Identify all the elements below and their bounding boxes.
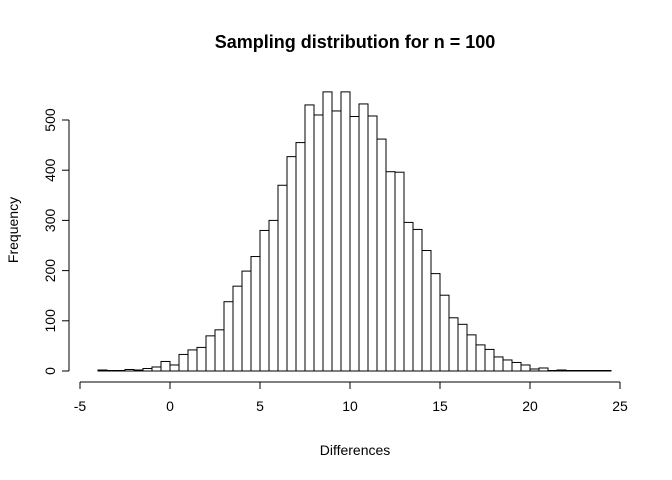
y-axis-label: Frequency	[5, 197, 21, 263]
histogram-bar	[556, 369, 567, 372]
y-tick-label: 100	[42, 309, 58, 333]
x-axis-label: Differences	[320, 442, 391, 458]
histogram-bar	[223, 301, 234, 372]
y-tick-label: 400	[42, 158, 58, 182]
histogram-bar	[133, 369, 144, 372]
histogram-bar	[376, 138, 387, 372]
histogram-bar	[115, 370, 126, 372]
histogram-bar	[178, 353, 189, 372]
histogram-bar	[412, 228, 423, 372]
y-tick-label: 500	[42, 108, 58, 132]
histogram-bar	[547, 370, 558, 372]
histogram-bar	[394, 171, 405, 372]
histogram-bar	[466, 334, 477, 372]
histogram-bar	[385, 171, 396, 372]
histogram-bar	[259, 229, 270, 372]
histogram-bar	[232, 285, 243, 372]
histogram-bar	[493, 356, 504, 372]
histogram-bar	[439, 294, 450, 372]
y-tick-label: 300	[42, 209, 58, 233]
histogram-bar	[160, 360, 171, 372]
histogram-bar	[295, 142, 306, 372]
histogram-bar	[367, 115, 378, 372]
histogram-bar	[286, 156, 297, 372]
histogram-bar	[421, 250, 432, 372]
histogram-bar	[169, 364, 180, 372]
histogram-bar	[511, 361, 522, 372]
histogram-bar	[142, 367, 153, 372]
histogram-bar	[196, 346, 207, 372]
histogram-bar	[457, 323, 468, 372]
histogram-bar	[250, 256, 261, 372]
histogram-bar	[475, 344, 486, 372]
histogram-bar	[124, 368, 135, 372]
histogram-bar	[349, 115, 360, 372]
chart-title: Sampling distribution for n = 100	[215, 32, 496, 52]
histogram-bar	[340, 91, 351, 372]
histogram-bar	[565, 370, 576, 372]
x-axis: -5 0 5 10 15 20 25	[74, 381, 628, 414]
histogram-bar	[277, 184, 288, 372]
histogram-bar	[241, 270, 252, 372]
y-axis: 0 100 200 300 400 500	[42, 108, 70, 375]
histogram-bar	[304, 104, 315, 372]
x-tick-label: 25	[612, 398, 628, 414]
histogram-bar	[529, 368, 540, 372]
histogram-bar	[574, 370, 585, 372]
histogram-bar	[538, 367, 549, 372]
histogram-bar	[592, 370, 603, 372]
histogram-bar	[403, 221, 414, 372]
histogram-bar	[331, 110, 342, 372]
x-tick-label: 20	[522, 398, 538, 414]
y-tick-label: 0	[42, 367, 58, 375]
x-tick-label: 10	[342, 398, 358, 414]
x-tick-label: 5	[256, 398, 264, 414]
histogram-bar	[502, 359, 513, 372]
x-tick-label: 15	[432, 398, 448, 414]
histogram-bar	[448, 317, 459, 372]
histogram-bar	[358, 103, 369, 372]
histogram-bar	[205, 335, 216, 372]
histogram-bar	[187, 349, 198, 372]
histogram-bar	[583, 370, 594, 372]
histogram-bar	[268, 219, 279, 372]
histogram-bar	[97, 369, 108, 372]
x-tick-label: -5	[74, 398, 87, 414]
histogram-bar	[151, 366, 162, 372]
histogram-bar	[106, 370, 117, 372]
histogram-bar	[430, 273, 441, 372]
histogram-bar	[520, 364, 531, 372]
x-tick-label: 0	[166, 398, 174, 414]
y-tick-label: 200	[42, 259, 58, 283]
histogram-bar	[313, 114, 324, 372]
histogram-bar	[601, 370, 612, 372]
bars-group	[97, 91, 612, 372]
histogram-bar	[322, 91, 333, 372]
histogram-bar	[214, 329, 225, 372]
histogram-bar	[484, 348, 495, 372]
